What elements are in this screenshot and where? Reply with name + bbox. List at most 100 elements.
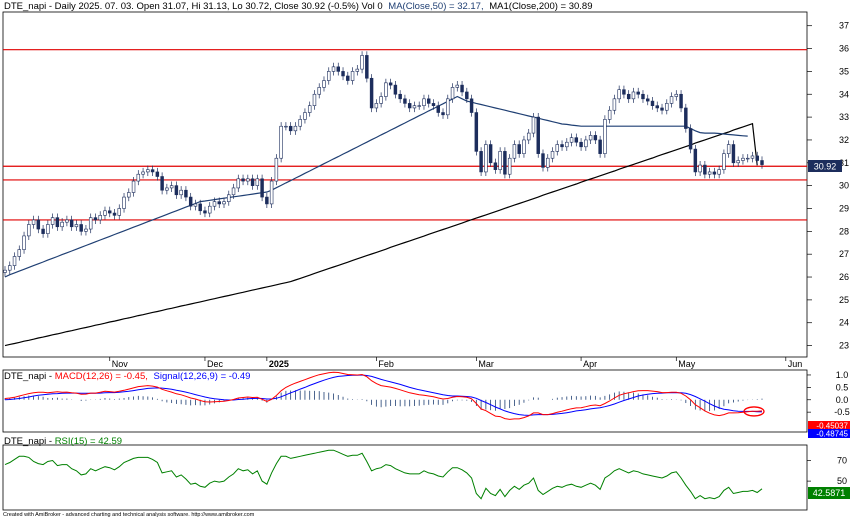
footer-credit: Created with AmiBroker - advanced charti… (3, 512, 255, 518)
candle (760, 156, 764, 169)
price-ytick-label: 33 (839, 112, 849, 122)
candle (288, 122, 293, 135)
price-pane-title: DTE_napi - Daily 2025. 07. 03. Open 31.0… (4, 1, 593, 12)
candle (736, 156, 740, 167)
candle (346, 71, 350, 85)
candle (531, 112, 536, 138)
candle (569, 133, 574, 147)
candle (379, 92, 383, 108)
price-ytick-label: 31 (839, 158, 849, 168)
candle (131, 176, 136, 197)
candle (707, 167, 712, 179)
candle (65, 215, 69, 227)
candle (227, 190, 231, 206)
candle (741, 154, 745, 165)
candle (246, 174, 250, 186)
candle (431, 99, 436, 110)
candle (698, 160, 702, 177)
rsi-line (4, 449, 763, 500)
candle (103, 206, 107, 220)
candle (688, 124, 693, 154)
candle (517, 140, 521, 158)
candle (60, 218, 64, 231)
candle (265, 192, 269, 209)
candle (488, 140, 493, 167)
price-pane (2, 11, 808, 358)
candle (427, 94, 431, 108)
candle (550, 147, 555, 163)
candle (617, 85, 621, 103)
ma200-legend: MA1(Close,200) = 30.89 (489, 1, 592, 12)
candle (703, 160, 707, 179)
candle (555, 140, 560, 156)
month-label: 2025 (269, 359, 289, 369)
price-title: DTE_napi - Daily 2025. 07. 03. Open 31.0… (4, 1, 383, 12)
candle (336, 62, 340, 76)
last-price-badge-label: 30.92 (814, 162, 837, 172)
macd-line (4, 371, 763, 420)
macd-ytick-label: 0.0 (836, 395, 849, 405)
candle (303, 108, 307, 124)
candle (36, 215, 41, 234)
ma50-legend: MA(Close,50) = 32.17, (388, 1, 483, 12)
candle (669, 92, 674, 108)
candle (146, 165, 150, 177)
candle (417, 101, 421, 110)
candle (684, 103, 688, 133)
candle (388, 78, 393, 90)
candle (279, 122, 283, 163)
signal-line (4, 374, 763, 416)
month-label: Apr (583, 359, 597, 369)
candle (674, 90, 679, 101)
price-ytick-label: 24 (839, 318, 849, 328)
candle (512, 140, 517, 163)
candle (141, 167, 145, 179)
candle (507, 154, 512, 179)
candle (193, 199, 198, 211)
price-ytick-label: 36 (839, 44, 849, 54)
candle (450, 83, 455, 103)
candle (222, 197, 226, 209)
candle (503, 147, 507, 179)
candle (331, 62, 336, 76)
candle (8, 261, 12, 275)
candle (560, 140, 564, 151)
price-ytick-label: 27 (839, 249, 849, 259)
candle (112, 208, 117, 220)
candle (27, 220, 31, 241)
candle (455, 81, 460, 92)
candle (665, 99, 669, 115)
candle (646, 94, 650, 106)
price-ytick-label: 25 (839, 295, 849, 305)
candle (212, 197, 217, 211)
price-ytick-label: 35 (839, 66, 849, 76)
candle (650, 96, 655, 110)
candle (726, 140, 731, 158)
candle (236, 174, 241, 193)
candle (541, 149, 545, 172)
rsi-legend: RSI(15) = 42.59 (55, 436, 122, 447)
candle (712, 167, 717, 179)
price-ytick-label: 26 (839, 272, 849, 282)
candle (636, 87, 640, 99)
candle (384, 78, 388, 101)
signal-legend: Signal(12,26,9) = -0.49 (154, 371, 251, 382)
candle (231, 183, 236, 199)
candle (207, 202, 212, 218)
candle (465, 87, 469, 103)
month-label: Feb (378, 359, 394, 369)
candle (493, 158, 498, 174)
rsi-value-badge-label: 42.5871 (813, 488, 846, 498)
candle (641, 90, 645, 103)
candle (679, 90, 683, 113)
candle (484, 140, 488, 177)
rsi-pane-title: DTE_napi - RSI(15) = 42.59 (4, 436, 122, 447)
candle (360, 51, 364, 74)
month-label: May (678, 359, 696, 369)
ma50-line (4, 95, 748, 278)
candle (398, 90, 402, 103)
candle (546, 154, 550, 172)
candle (660, 103, 664, 115)
price-ytick-label: 29 (839, 203, 849, 213)
